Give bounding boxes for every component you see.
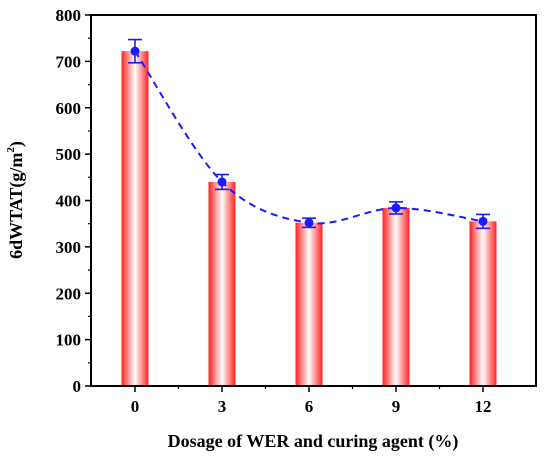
data-point-0 [130,46,140,56]
x-tick-label-6: 6 [305,397,314,416]
overlay-layer [128,38,490,230]
y-tick-label-200: 200 [56,284,82,303]
data-point-12 [478,216,488,226]
x-tick-label-0: 0 [131,397,140,416]
x-axis-title: Dosage of WER and curing agent (%) [168,431,459,452]
series-line [134,50,484,225]
y-tick-label-100: 100 [56,331,82,350]
y-tick-label-600: 600 [56,99,82,118]
y-tick-label-700: 700 [56,52,82,71]
y-tick-label-800: 800 [56,6,82,25]
bar-12 [469,221,497,386]
y-tick-label-300: 300 [56,238,82,257]
y-axis-title-end: ) [6,141,27,147]
data-point-3 [217,177,227,187]
y-tick-label-0: 0 [73,377,82,396]
bar-3 [208,181,236,386]
y-axis: 0 100 200 300 400 500 600 700 800 [56,6,91,396]
bars-layer [121,51,497,387]
x-tick-label-3: 3 [218,397,227,416]
x-tick-label-12: 12 [475,397,492,416]
y-axis-title-main: 6dWTAT(g/m [6,153,27,259]
bar-9 [382,207,410,386]
y-axis-title-sup: 2 [5,147,17,153]
y-axis-title: 6dWTAT(g/m2) [5,141,27,259]
data-point-9 [391,203,401,213]
data-point-6 [304,218,314,228]
bar-6 [295,222,323,386]
x-tick-label-9: 9 [392,397,401,416]
y-tick-label-500: 500 [56,145,82,164]
bar-0 [121,51,149,387]
y-tick-label-400: 400 [56,192,82,211]
x-axis: 0 3 6 9 12 [131,386,492,416]
